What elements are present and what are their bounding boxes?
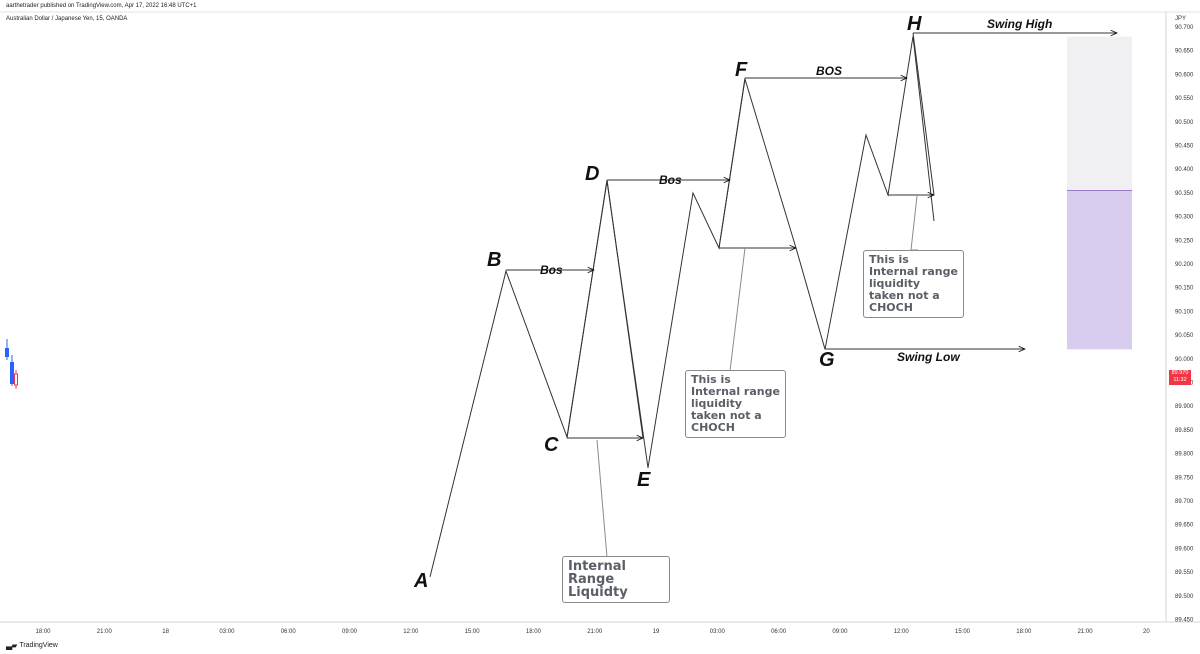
price-tick-label: 90.150 (1175, 286, 1194, 292)
bos-label-1: Bos (540, 263, 563, 277)
point-label-d: D (585, 163, 599, 185)
price-tick-label: 89.450 (1175, 618, 1194, 624)
time-tick-label: 03:00 (219, 629, 235, 635)
time-tick-label: 18:00 (35, 629, 51, 635)
bos-label-2: Bos (659, 173, 682, 187)
time-tick-label: 03:00 (710, 629, 726, 635)
point-label-a: A (413, 570, 428, 592)
structure-line (566, 179, 608, 439)
candle-body (5, 348, 9, 357)
price-tick-label: 90.600 (1175, 72, 1194, 78)
structure-line (912, 32, 935, 196)
structure-line (718, 77, 746, 249)
pointer-internal-range (596, 439, 617, 558)
bos-label-3: BOS (816, 64, 842, 78)
swing-low-label: Swing Low (897, 350, 960, 364)
time-tick-label: 15:00 (465, 629, 481, 635)
tradingview-brand: TradingView (19, 642, 58, 649)
zone-lower-box (1067, 190, 1132, 350)
arrows (506, 33, 1117, 438)
price-tick-label: 89.850 (1175, 428, 1194, 434)
internal-liquidity-note-1[interactable]: This is Internal range liquidity taken n… (685, 370, 786, 438)
internal-range-note[interactable]: Internal Range Liquidty (562, 556, 670, 603)
price-tick-label: 90.050 (1175, 333, 1194, 339)
pointer-note-1 (729, 247, 746, 372)
time-tick-label: 09:00 (832, 629, 848, 635)
point-label-e: E (637, 469, 651, 491)
time-tick-label: 15:00 (955, 629, 971, 635)
price-tick-label: 90.500 (1175, 120, 1194, 126)
price-tick-label: 90.300 (1175, 215, 1194, 221)
swing-high-label: Swing High (987, 17, 1052, 31)
swing-path (429, 36, 935, 577)
price-tick-label: 89.800 (1175, 452, 1194, 458)
price-tick-label: 90.200 (1175, 262, 1194, 268)
currency-label: JPY (1175, 16, 1186, 22)
time-tick-label: 21:00 (97, 629, 113, 635)
price-tick-label: 89.650 (1175, 523, 1194, 529)
price-tick-label: 89.550 (1175, 570, 1194, 576)
point-label-f: F (735, 59, 748, 81)
time-tick-label: 19 (653, 629, 660, 635)
price-tick-label: 89.500 (1175, 594, 1194, 600)
point-label-h: H (907, 13, 922, 35)
price-tick-label: 90.350 (1175, 191, 1194, 197)
internal-liquidity-note-2[interactable]: This is Internal range liquidity taken n… (863, 250, 964, 318)
time-tick-label: 21:00 (587, 629, 603, 635)
price-tick-label: 89.900 (1175, 404, 1194, 410)
candle-body (14, 373, 18, 386)
point-label-g: G (819, 349, 835, 371)
publish-info: aarthetrader published on TradingView.co… (6, 3, 197, 9)
point-label-b: B (487, 249, 501, 271)
pointer-note-2 (910, 195, 918, 251)
candles (5, 339, 18, 389)
price-tick-label: 90.250 (1175, 238, 1194, 244)
price-tick-label: 89.600 (1175, 546, 1194, 552)
time-tick-label: 06:00 (281, 629, 297, 635)
time-tick-label: 09:00 (342, 629, 358, 635)
structure-line (606, 179, 644, 439)
candle-countdown: 11:32 (1173, 377, 1187, 383)
price-tick-label: 90.400 (1175, 167, 1194, 173)
price-tick-label: 89.700 (1175, 499, 1194, 505)
time-axis: 18:00 21:00 18 03:00 06:00 09:00 12:00 15:00 18:… (35, 629, 1150, 635)
price-tick-label: 90.700 (1175, 25, 1194, 31)
time-tick-label: 18:00 (526, 629, 542, 635)
tradingview-logo-icon: ▃▰ (6, 641, 17, 650)
price-tick-label: 89.750 (1175, 475, 1194, 481)
time-tick-label: 18 (162, 629, 169, 635)
time-tick-label: 20 (1143, 629, 1150, 635)
price-tick-label: 90.100 (1175, 309, 1194, 315)
structure-lines (566, 32, 935, 439)
candle-body (10, 362, 14, 384)
zone-upper-box (1067, 36, 1132, 191)
time-tick-label: 12:00 (403, 629, 419, 635)
time-tick-label: 12:00 (894, 629, 910, 635)
point-label-c: C (544, 434, 559, 456)
price-axis: 90.700 90.650 90.600 90.550 90.500 90.450 90.4… (1175, 25, 1194, 624)
price-tick-label: 90.550 (1175, 96, 1194, 102)
current-price-value: 89.970 (1171, 370, 1189, 376)
price-tick-label: 90.650 (1175, 49, 1194, 55)
symbol-title[interactable]: Australian Dollar / Japanese Yen, 15, OA… (6, 16, 128, 22)
tradingview-logo[interactable]: ▃▰ TradingView (6, 641, 58, 650)
price-tick-label: 90.000 (1175, 357, 1194, 363)
time-tick-label: 06:00 (771, 629, 787, 635)
price-tick-label: 90.450 (1175, 144, 1194, 150)
current-price-tag: 89.970 11:32 (1169, 370, 1191, 385)
time-tick-label: 18:00 (1016, 629, 1032, 635)
time-tick-label: 21:00 (1078, 629, 1094, 635)
